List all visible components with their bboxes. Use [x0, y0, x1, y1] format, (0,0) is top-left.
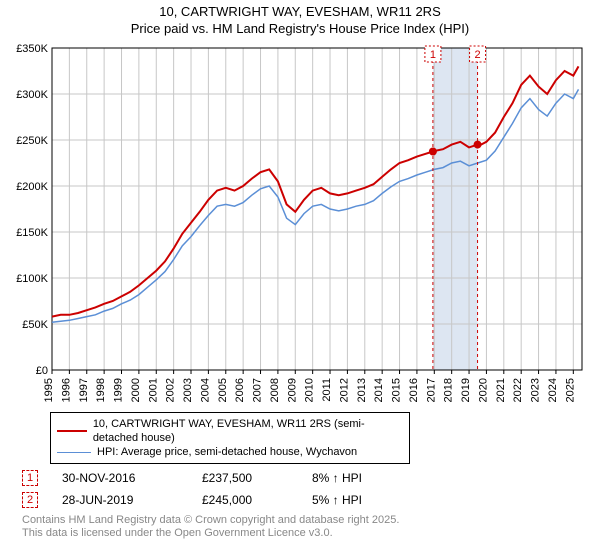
transaction-row: 2 28-JUN-2019£245,0005% ↑ HPI [22, 492, 590, 508]
legend-row: 10, CARTWRIGHT WAY, EVESHAM, WR11 2RS (s… [57, 417, 403, 445]
marker-dot [429, 148, 437, 156]
transaction-date: 28-JUN-2019 [62, 493, 202, 507]
y-tick-label: £200K [16, 181, 48, 193]
x-tick-label: 2002 [165, 378, 177, 402]
y-tick-label: £250K [16, 135, 48, 147]
chart-container: 10, CARTWRIGHT WAY, EVESHAM, WR11 2RS Pr… [0, 0, 600, 546]
x-tick-label: 1995 [43, 378, 55, 402]
marker-label-text: 1 [430, 49, 436, 61]
shade-band [433, 48, 478, 370]
titles: 10, CARTWRIGHT WAY, EVESHAM, WR11 2RS Pr… [10, 4, 590, 36]
x-tick-label: 1998 [95, 378, 107, 402]
x-tick-label: 2012 [338, 378, 350, 402]
x-tick-label: 1997 [78, 378, 90, 402]
x-tick-label: 2000 [130, 378, 142, 402]
transaction-marker: 2 [22, 492, 38, 508]
plot-border [52, 48, 582, 370]
x-tick-label: 2020 [477, 378, 489, 402]
x-tick-label: 2024 [547, 378, 559, 402]
x-tick-label: 2003 [182, 378, 194, 402]
x-tick-label: 2014 [373, 378, 385, 402]
x-tick-label: 2004 [199, 378, 211, 402]
x-tick-label: 1996 [60, 378, 72, 402]
legend-label: 10, CARTWRIGHT WAY, EVESHAM, WR11 2RS (s… [93, 417, 403, 445]
transaction-price: £237,500 [202, 471, 312, 485]
y-tick-label: £350K [16, 43, 48, 55]
x-tick-label: 2008 [269, 378, 281, 402]
marker-dot [474, 141, 482, 149]
x-tick-label: 2007 [252, 378, 264, 402]
footer-line-2: This data is licensed under the Open Gov… [22, 527, 590, 540]
transaction-delta: 8% ↑ HPI [312, 471, 402, 485]
series-line [52, 66, 579, 316]
x-tick-label: 1999 [113, 378, 125, 402]
y-tick-label: £50K [22, 319, 48, 331]
x-tick-label: 2022 [512, 378, 524, 402]
x-tick-label: 2025 [564, 378, 576, 402]
y-tick-label: £0 [36, 365, 48, 377]
x-tick-label: 2009 [286, 378, 298, 402]
transaction-date: 30-NOV-2016 [62, 471, 202, 485]
footer-line-1: Contains HM Land Registry data © Crown c… [22, 514, 590, 527]
x-tick-label: 2005 [217, 378, 229, 402]
transaction-marker: 1 [22, 470, 38, 486]
x-tick-label: 2006 [234, 378, 246, 402]
x-tick-label: 2021 [495, 378, 507, 402]
legend-swatch [57, 452, 91, 453]
y-tick-label: £100K [16, 273, 48, 285]
legend-box: 10, CARTWRIGHT WAY, EVESHAM, WR11 2RS (s… [50, 412, 410, 464]
x-tick-label: 2019 [460, 378, 472, 402]
chart-area: £0 £50K £100K £150K £200K £250K £300K £350K 1995… [10, 38, 588, 410]
chart-svg: £0 £50K £100K £150K £200K £250K £300K £350K 1995… [10, 38, 588, 410]
footer-attribution: Contains HM Land Registry data © Crown c… [22, 514, 590, 540]
x-tick-label: 2015 [391, 378, 403, 402]
x-tick-label: 2017 [425, 378, 437, 402]
y-tick-label: £150K [16, 227, 48, 239]
title-address: 10, CARTWRIGHT WAY, EVESHAM, WR11 2RS [10, 4, 590, 19]
x-tick-label: 2023 [530, 378, 542, 402]
transaction-row: 1 30-NOV-2016£237,5008% ↑ HPI [22, 470, 590, 486]
x-tick-label: 2010 [304, 378, 316, 402]
transaction-table: 1 30-NOV-2016£237,5008% ↑ HPI 2 28-JUN-2019… [22, 470, 590, 508]
x-tick-label: 2001 [147, 378, 159, 402]
legend-row: HPI: Average price, semi-detached house,… [57, 445, 403, 459]
transaction-delta: 5% ↑ HPI [312, 493, 402, 507]
legend-label: HPI: Average price, semi-detached house,… [97, 445, 357, 459]
transaction-price: £245,000 [202, 493, 312, 507]
marker-label-text: 2 [475, 49, 481, 61]
x-tick-label: 2018 [443, 378, 455, 402]
y-tick-label: £300K [16, 89, 48, 101]
legend-swatch [57, 430, 87, 432]
x-tick-label: 2016 [408, 378, 420, 402]
x-tick-label: 2013 [356, 378, 368, 402]
title-subtitle: Price paid vs. HM Land Registry's House … [10, 21, 590, 36]
x-tick-label: 2011 [321, 378, 333, 402]
